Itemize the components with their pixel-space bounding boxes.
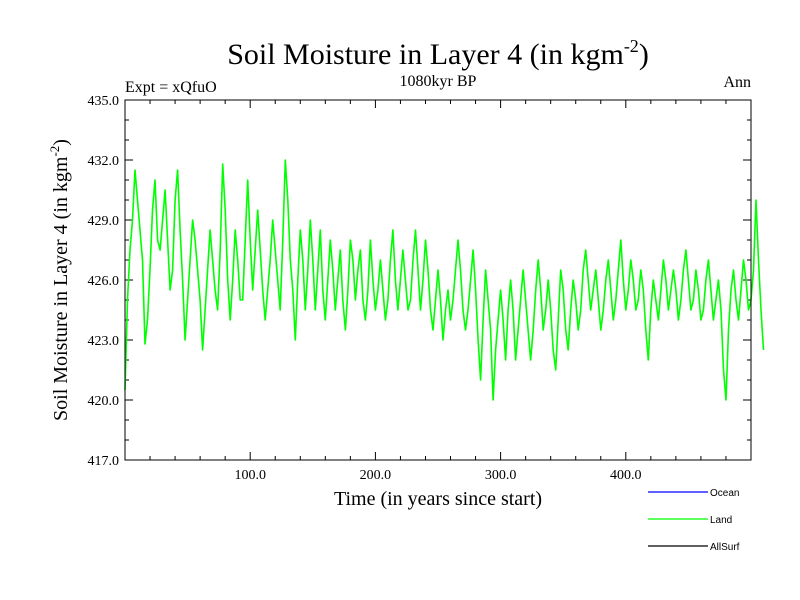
y-tick-label: 432.0 — [88, 154, 120, 169]
series-line-land — [124, 159, 765, 401]
x-tick-label: 300.0 — [485, 468, 517, 483]
chart-subtitle: 1080kyr BP — [400, 73, 477, 90]
y-tick-label: 417.0 — [88, 454, 120, 469]
annual-label: Ann — [723, 74, 751, 91]
y-tick-label: 426.0 — [88, 274, 120, 289]
plot-frame — [124, 99, 752, 461]
y-tick-label: 429.0 — [88, 214, 120, 229]
y-axis-label: Soil Moisture in Layer 4 (in kgm-2) — [47, 139, 72, 421]
legend: Ocean Land AllSurf — [648, 488, 740, 553]
x-tick-label: 400.0 — [610, 468, 642, 483]
experiment-label: Expt = xQfuO — [125, 79, 217, 96]
x-axis-label: Time (in years since start) — [334, 488, 542, 510]
series-group — [124, 159, 765, 401]
x-tick-label: 100.0 — [234, 468, 266, 483]
y-tick-label: 423.0 — [88, 334, 120, 349]
y-tick-label: 420.0 — [88, 394, 120, 409]
chart-title: Soil Moisture in Layer 4 (in kgm-2) — [227, 36, 649, 71]
y-tick-label: 435.0 — [88, 94, 120, 109]
legend-label-land: Land — [710, 515, 732, 526]
legend-label-ocean: Ocean — [710, 488, 739, 499]
x-tick-label: 200.0 — [360, 468, 392, 483]
legend-label-allsurf: AllSurf — [710, 542, 740, 553]
